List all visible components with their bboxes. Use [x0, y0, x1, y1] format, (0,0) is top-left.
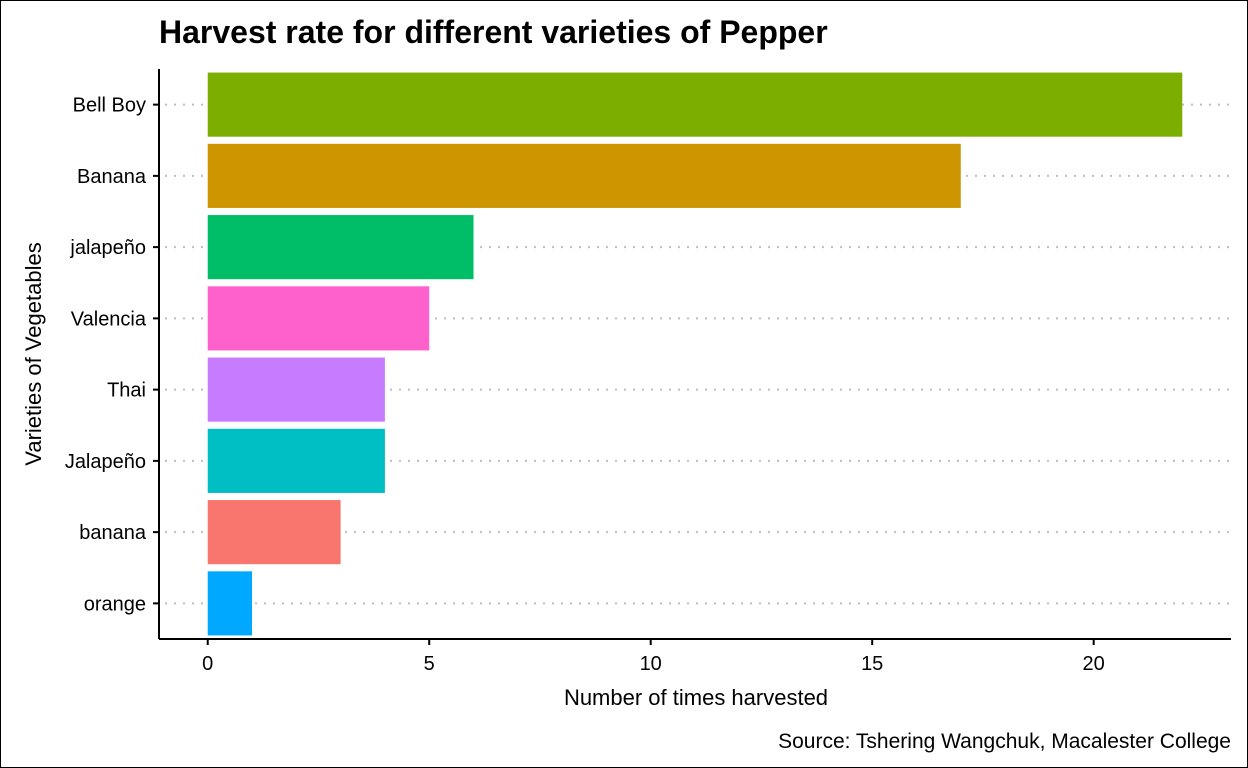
chart-title: Harvest rate for different varieties of …	[159, 14, 828, 50]
y-tick-label: Jalapeño	[65, 451, 146, 473]
bar-thai	[207, 357, 385, 422]
bars	[207, 72, 1183, 636]
x-tick-label: 20	[1083, 653, 1105, 675]
x-tick-label: 0	[202, 653, 213, 675]
bar-banana	[207, 500, 341, 565]
bar-banana	[207, 143, 961, 208]
x-tick-label: 15	[861, 653, 883, 675]
y-tick-label: orange	[84, 593, 146, 615]
y-tick-label: Valencia	[71, 308, 147, 330]
bar-jalapeño	[207, 215, 474, 280]
x-tick-label: 5	[424, 653, 435, 675]
source-caption: Source: Tshering Wangchuk, Macalester Co…	[778, 730, 1231, 753]
y-tick-label: Banana	[77, 166, 147, 188]
bar-jalapeño	[207, 428, 385, 493]
axes: Bell Boy Banana jalapeño Valencia Thai Jalape…	[65, 69, 1231, 675]
bar-bell-boy	[207, 72, 1183, 137]
x-axis-title: Number of times harvested	[564, 685, 828, 710]
bar-valencia	[207, 286, 430, 351]
x-tick-label: 10	[640, 653, 662, 675]
y-axis-title: Varieties of Vegetables	[21, 242, 46, 465]
y-tick-label: banana	[79, 522, 147, 544]
y-tick-label: Bell Boy	[73, 95, 146, 117]
y-tick-label: jalapeño	[69, 237, 146, 259]
bar-orange	[207, 571, 253, 636]
y-tick-label: Thai	[107, 380, 146, 402]
